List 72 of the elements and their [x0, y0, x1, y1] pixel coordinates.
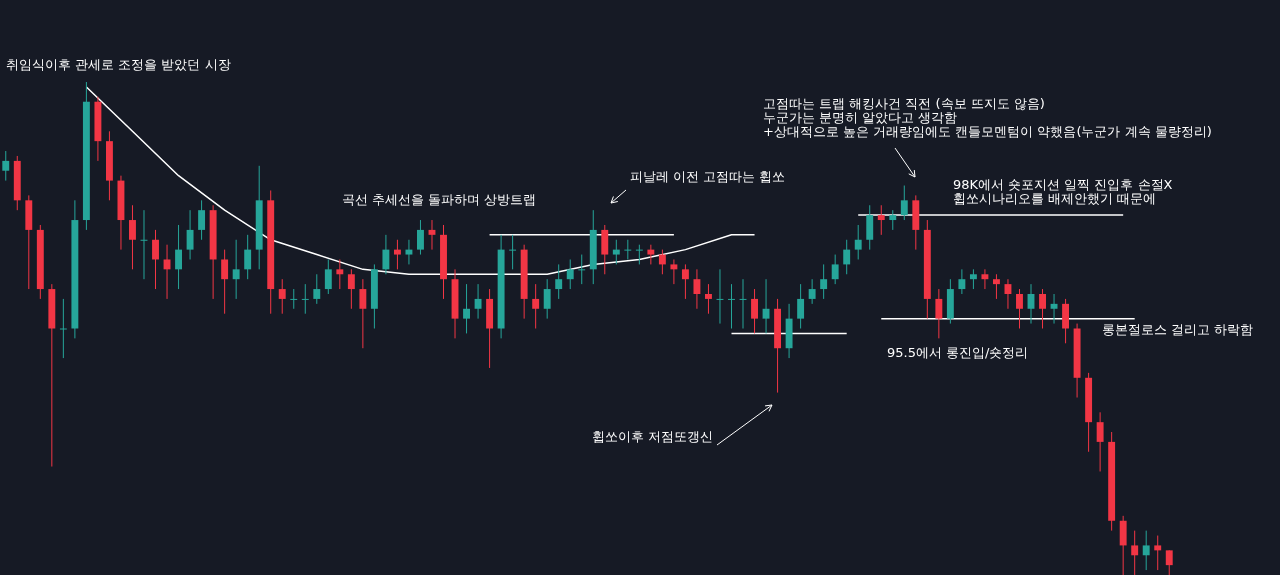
candlestick: [900, 185, 908, 221]
candlestick: [59, 298, 67, 359]
candlestick: [463, 283, 470, 334]
annotation: 95.5에서 롱진입/숏정리: [887, 345, 1029, 360]
candlestick: [728, 283, 735, 329]
annotation: 고점따는 트랩 해킹사건 직전 (속보 뜨지도 않음) 누군가는 분명히 알았다고 생각함 +상대적으로 높은 거래량임에도 캔들모멘텀이 약했음(누군가 계속 물량정리): [763, 96, 1212, 139]
candlestick: [555, 263, 563, 300]
candlestick: [1154, 535, 1162, 571]
candlestick: [393, 239, 401, 270]
candlestick: [382, 234, 390, 275]
candlestick: [762, 278, 770, 334]
candlestick: [221, 249, 229, 315]
candlestick: [1096, 411, 1104, 472]
candlestick: [1039, 288, 1046, 329]
candlestick: [1142, 530, 1150, 571]
candlestick: [797, 283, 805, 329]
candlestick: [2, 150, 10, 182]
candlestick: [969, 268, 977, 290]
candlestick: [808, 278, 816, 305]
candlestick: [198, 199, 206, 241]
candlestick: [1016, 288, 1023, 329]
candlestick: [635, 244, 643, 265]
candlestick: [405, 239, 413, 265]
annotation: 휩쏘이후 저점또갱신: [592, 429, 714, 444]
candlestick: [543, 278, 551, 320]
candlestick: [647, 244, 655, 265]
annotation: 피날레 이전 고점따는 휩쏘: [630, 169, 786, 184]
candlestick: [347, 268, 355, 310]
candlestick: [889, 209, 897, 231]
candlestick: [290, 288, 298, 310]
candlestick: [566, 258, 574, 290]
candlestick: [1131, 530, 1139, 575]
candlestick: [152, 229, 159, 290]
annotation: 98K에서 숏포지션 일찍 진입후 손절X 휩쏘시나리오를 배제안했기 때문에: [953, 177, 1173, 206]
candlestick: [670, 258, 678, 285]
candlestick: [624, 239, 632, 260]
candlestick: [877, 204, 885, 236]
candlestick: [820, 263, 828, 300]
candlestick: [186, 209, 194, 260]
candlestick: [532, 283, 540, 329]
candlestick: [751, 288, 758, 334]
candlestick: [278, 278, 286, 315]
candlestick: [175, 224, 183, 290]
candlestick: [854, 224, 862, 260]
candlestick: [336, 258, 344, 290]
annotation: 곡선 추세선을 돌파하며 상방트랩: [342, 192, 537, 207]
candlestick: [1050, 293, 1058, 325]
candlestick: [301, 283, 309, 315]
candlestick: [417, 219, 424, 256]
candlestick: [981, 268, 989, 290]
candlestick: [681, 263, 689, 300]
candlestick: [658, 249, 666, 275]
candlestick: [313, 273, 321, 305]
candlestick: [935, 288, 943, 339]
candlestick: [129, 204, 136, 270]
candlestick: [958, 268, 966, 295]
candlestick: [474, 283, 482, 320]
candlestick: [359, 278, 367, 349]
candlestick: [578, 254, 586, 285]
candlestick: [324, 258, 332, 295]
candlestick: [509, 234, 517, 270]
candlestick: [831, 254, 839, 285]
candlestick: [232, 239, 240, 300]
candlestick: [612, 239, 620, 265]
candlestick: [1165, 549, 1173, 575]
candlestick: [992, 273, 1000, 300]
candlestick: [244, 234, 252, 280]
candlestick: [693, 268, 701, 310]
annotation: 롱본절로스 걸리고 하락함: [1102, 322, 1254, 337]
candlestick: [705, 283, 712, 315]
text: 취임식이후 관세로 조정을 받았던 시장: [6, 57, 231, 72]
candlestick: [843, 239, 851, 275]
